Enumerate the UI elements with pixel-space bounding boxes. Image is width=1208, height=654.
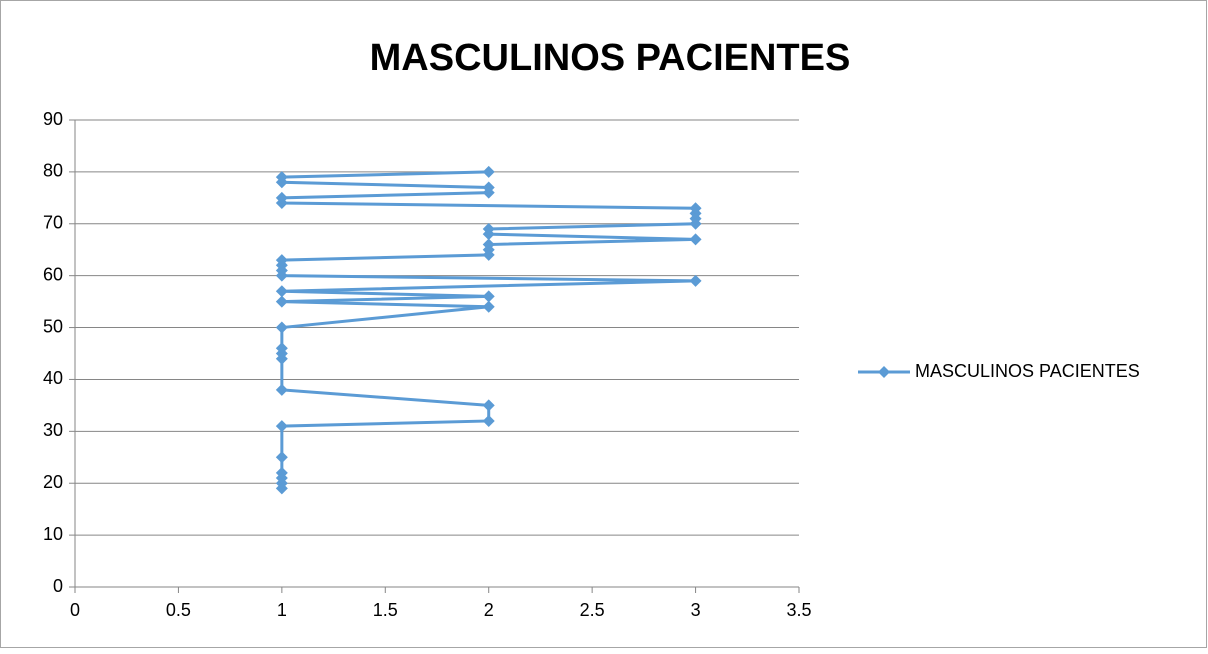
x-tick-label: 3.5 (786, 600, 811, 620)
y-tick-label: 90 (43, 109, 63, 129)
y-tick-label: 30 (43, 420, 63, 440)
marker (482, 222, 495, 235)
x-tick-label: 2 (484, 600, 494, 620)
marker (275, 191, 288, 204)
marker (482, 181, 495, 194)
marker (689, 274, 702, 287)
y-tick-label: 60 (43, 264, 63, 284)
marker (275, 466, 288, 479)
y-tick-label: 0 (53, 576, 63, 596)
marker (482, 414, 495, 427)
marker (689, 233, 702, 246)
marker (275, 383, 288, 396)
marker (482, 290, 495, 303)
y-tick-label: 70 (43, 213, 63, 233)
y-tick-label: 40 (43, 368, 63, 388)
chart-title: MASCULINOS PACIENTES (370, 37, 851, 79)
x-tick-label: 2.5 (580, 600, 605, 620)
x-tick-label: 0 (70, 600, 80, 620)
y-tick-label: 20 (43, 472, 63, 492)
marker (482, 399, 495, 412)
legend-label: MASCULINOS PACIENTES (915, 361, 1140, 381)
x-tick-label: 3 (691, 600, 701, 620)
marker (689, 202, 702, 215)
marker (275, 171, 288, 184)
legend-marker (878, 366, 890, 378)
marker (275, 420, 288, 433)
marker (275, 254, 288, 267)
marker (275, 295, 288, 308)
x-tick-label: 1 (277, 600, 287, 620)
marker (275, 321, 288, 334)
y-tick-label: 80 (43, 161, 63, 181)
x-tick-label: 1.5 (373, 600, 398, 620)
y-tick-label: 50 (43, 316, 63, 336)
marker (482, 165, 495, 178)
marker (482, 238, 495, 251)
x-tick-label: 0.5 (166, 600, 191, 620)
marker (275, 342, 288, 355)
y-tick-label: 10 (43, 524, 63, 544)
marker (482, 300, 495, 313)
marker (275, 285, 288, 298)
marker (275, 451, 288, 464)
